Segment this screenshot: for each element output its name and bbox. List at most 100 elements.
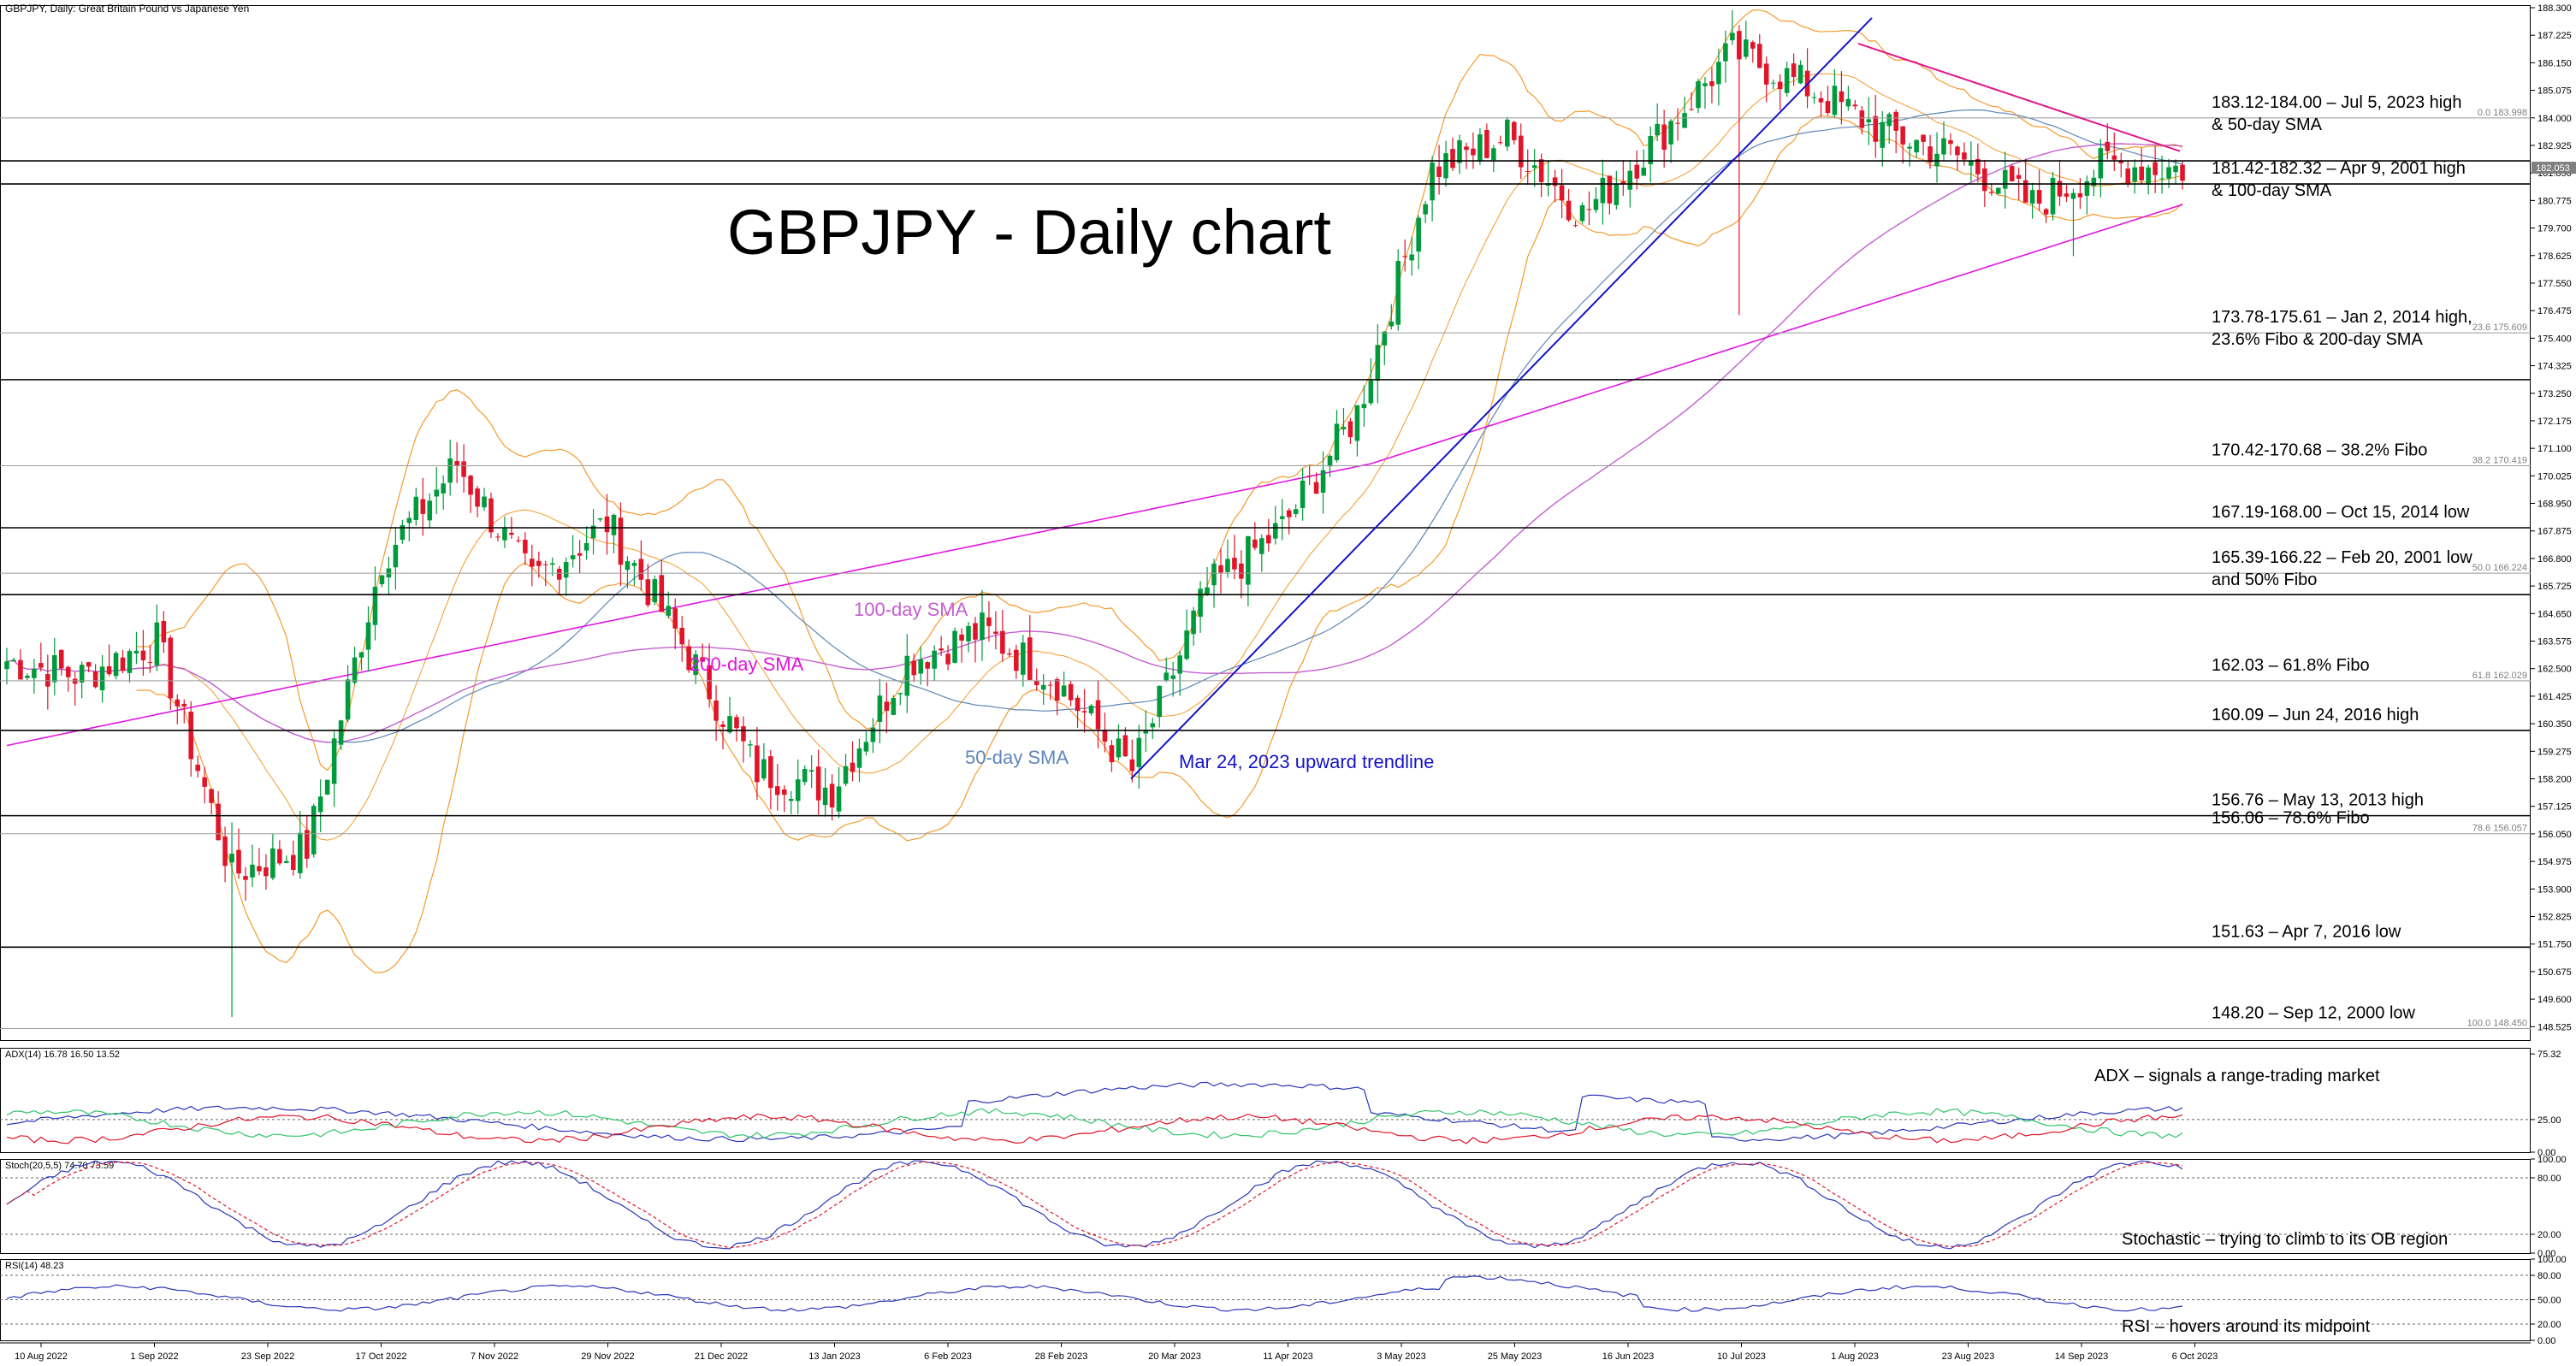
candle-body <box>1464 146 1469 151</box>
candle-body <box>133 650 139 653</box>
candle-body <box>1327 455 1333 467</box>
fibo-tag: 23.6 175.609 <box>2472 322 2527 333</box>
candle-body <box>2139 166 2144 180</box>
candle-body <box>2105 141 2111 151</box>
y-tick-label: 182.925 <box>2538 141 2572 151</box>
candle-body <box>1075 697 1081 712</box>
candle-body <box>911 660 917 676</box>
candle-body <box>583 542 589 551</box>
y-tick-label: 185.075 <box>2538 86 2572 97</box>
candle-body <box>1737 31 1742 60</box>
candle-body <box>1313 482 1319 494</box>
stoch-signal-line <box>6 1161 2183 1249</box>
candle-body <box>659 575 665 612</box>
y-tick-label: 157.125 <box>2538 802 2572 813</box>
rsi-tick-label: 80.00 <box>2538 1271 2561 1281</box>
candle-body <box>1723 43 1728 62</box>
y-tick-label: 159.275 <box>2538 747 2572 757</box>
candle-body <box>1511 121 1517 140</box>
candle-body <box>815 766 821 801</box>
x-tick-label: 6 Oct 2023 <box>2172 1351 2218 1362</box>
candle-body <box>932 650 937 669</box>
y-tick-label: 173.250 <box>2538 389 2572 399</box>
x-tick-label: 17 Oct 2022 <box>356 1351 407 1362</box>
candle-body <box>304 830 310 859</box>
candle-body <box>297 832 303 873</box>
candle-body <box>1586 209 1592 210</box>
candle-body <box>1430 163 1435 201</box>
x-tick-label: 1 Sep 2022 <box>130 1351 178 1362</box>
candle-body <box>1300 480 1306 508</box>
candle-body <box>447 458 453 483</box>
rsi-annotation: RSI – hovers around its midpoint <box>2122 1317 2371 1336</box>
level-label-2: 23.6% Fibo & 200-day SMA <box>2212 330 2423 349</box>
candle-body <box>1893 111 1898 131</box>
candle-body <box>1969 160 1974 166</box>
y-tick-label: 187.225 <box>2538 31 2572 41</box>
candle-body <box>1205 587 1210 595</box>
x-tick-label: 7 Nov 2022 <box>471 1351 518 1362</box>
y-tick-label: 184.000 <box>2538 114 2572 124</box>
candle-body <box>1040 684 1046 690</box>
candle-body <box>1641 167 1647 176</box>
candle-body <box>1109 745 1115 763</box>
x-tick-label: 20 Mar 2023 <box>1148 1351 1201 1362</box>
candle-body <box>324 779 330 795</box>
candle-body <box>700 657 705 662</box>
candle-body <box>775 786 780 795</box>
y-tick-label: 186.150 <box>2538 58 2572 68</box>
candle-body <box>1088 705 1094 713</box>
x-tick-label: 6 Feb 2023 <box>924 1351 972 1362</box>
sma-50-line <box>6 109 2183 743</box>
current-price-box <box>2532 162 2576 174</box>
candle-body <box>959 634 964 641</box>
downward-trendline <box>1857 42 2181 152</box>
candle-body <box>454 461 459 466</box>
candle-body <box>1102 730 1108 742</box>
candle-body <box>822 787 828 806</box>
candle-body <box>1375 345 1381 381</box>
rsi-tick-label: 20.00 <box>2538 1320 2561 1330</box>
pane-frame-0 <box>0 5 2531 1041</box>
candle-body <box>1620 181 1626 185</box>
candle-body <box>2166 167 2171 179</box>
candle-body <box>475 488 480 507</box>
candle-body <box>1763 63 1769 85</box>
candle-body <box>734 717 739 729</box>
candle-body <box>216 803 221 841</box>
candle-body <box>1000 630 1005 654</box>
candle-body <box>693 653 698 676</box>
x-tick-label: 25 May 2023 <box>1488 1351 1543 1362</box>
candle-body <box>175 699 181 707</box>
candle-body <box>945 653 950 665</box>
candle-body <box>1246 536 1251 585</box>
candle-body <box>755 745 760 783</box>
fibo-tag: 50.0 166.224 <box>2472 563 2527 573</box>
y-tick-label: 175.400 <box>2538 334 2572 344</box>
candle-body <box>686 646 691 671</box>
candle-body <box>331 738 337 784</box>
candle-body <box>1852 104 1858 107</box>
candle-body <box>577 553 583 556</box>
candle-body <box>2153 162 2158 175</box>
candle-body <box>99 666 105 691</box>
y-tick-label: 171.100 <box>2538 444 2572 454</box>
candle-body <box>836 786 842 812</box>
candle-body <box>1423 204 1428 215</box>
candle-body <box>1627 170 1633 190</box>
candle-body <box>1095 700 1101 730</box>
candle-body <box>379 575 385 585</box>
candle-body <box>1655 123 1660 136</box>
candle-body <box>2064 193 2070 197</box>
candle-body <box>1361 404 1367 409</box>
candle-body <box>11 659 16 662</box>
stoch-tick-label: 80.00 <box>2538 1174 2561 1184</box>
candle-body <box>2125 169 2131 184</box>
candle-body <box>1225 559 1230 572</box>
candle-body <box>1634 164 1640 179</box>
candle-body <box>413 496 419 520</box>
candle-body <box>1614 184 1620 205</box>
candle-body <box>1021 642 1026 675</box>
fibo-tag: 100.0 148.450 <box>2467 1019 2527 1029</box>
candle-body <box>1900 126 1905 145</box>
